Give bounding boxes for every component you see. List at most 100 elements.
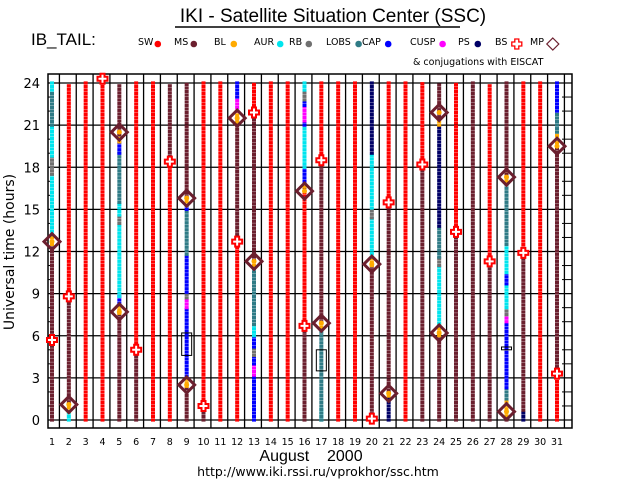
region-dot-sw: [134, 249, 139, 254]
region-dot-aur: [50, 197, 54, 202]
region-dot-sw: [521, 228, 526, 233]
region-dot-ms: [369, 310, 374, 314]
region-dot-sw: [151, 397, 155, 401]
region-dot-sw: [285, 369, 290, 373]
region-dot-sw: [218, 130, 223, 134]
region-dot-ms: [386, 353, 391, 358]
region-dot-sw: [83, 362, 88, 366]
region-dot-sw: [218, 330, 223, 334]
region-dot-sw: [403, 186, 408, 190]
region-dot-sw: [268, 348, 273, 352]
region-dot-ms: [454, 313, 458, 317]
region-dot-cap: [184, 322, 189, 326]
region-dot-ms: [437, 386, 442, 391]
region-dot-sw: [336, 306, 341, 310]
region-dot-ms: [386, 248, 391, 252]
region-dot-sw: [66, 207, 71, 211]
region-dot-sw: [386, 155, 391, 159]
region-dot-sw: [353, 246, 357, 250]
region-dot-sw: [83, 372, 88, 376]
region-dot-cusp: [302, 112, 307, 116]
region-dot-sw: [268, 334, 273, 338]
region-dot-ms: [454, 323, 458, 327]
region-dot-sw: [521, 200, 526, 204]
region-dot-sw: [487, 101, 492, 105]
region-dot-ms: [235, 197, 240, 202]
region-dot-ms: [369, 394, 374, 398]
region-dot-ms: [117, 358, 122, 362]
region-dot-sw: [151, 369, 155, 373]
region-dot-sw: [235, 285, 240, 289]
region-dot-sw: [420, 99, 425, 103]
region-dot-sw: [285, 179, 290, 183]
region-dot-ms: [184, 82, 189, 87]
region-dot-ms: [386, 343, 391, 347]
region-dot-bl: [302, 185, 307, 189]
region-dot-ms: [134, 414, 139, 419]
x-tick-label: 22: [399, 437, 411, 448]
region-dot-sw: [285, 376, 290, 380]
region-dot-lobs: [504, 397, 509, 401]
region-dot-sw: [134, 309, 139, 313]
region-dot-ms: [487, 267, 492, 271]
region-dot-ms: [555, 315, 559, 320]
region-dot-sw: [218, 162, 223, 166]
region-dot-sw: [454, 82, 458, 87]
region-dot-sw: [201, 179, 206, 183]
region-dot-sw: [100, 183, 105, 187]
region-dot-sw: [386, 148, 391, 152]
region-dot-ms: [454, 309, 458, 313]
region-dot-aur: [504, 246, 509, 250]
region-dot-ms: [235, 159, 240, 163]
region-dot-ms: [134, 376, 139, 380]
region-dot-sw: [403, 372, 408, 376]
region-dot-aur: [50, 229, 54, 233]
region-dot-sw: [521, 193, 526, 197]
region-dot-ms: [386, 227, 391, 231]
region-dot-sw: [268, 397, 273, 401]
region-dot-sw: [454, 145, 458, 150]
region-dot-aur: [117, 238, 122, 242]
region-dot-sw: [218, 155, 223, 159]
region-dot-cap: [504, 322, 509, 327]
region-dot-aur: [437, 318, 442, 322]
region-dot-sw: [151, 176, 155, 180]
region-dot-sw: [403, 404, 408, 408]
region-dot-sw: [167, 242, 172, 247]
region-dot-sw: [285, 281, 290, 285]
region-dot-sw: [420, 155, 425, 160]
region-dot-sw: [285, 288, 290, 292]
region-dot-ms: [487, 306, 492, 310]
region-dot-ms: [134, 365, 139, 369]
region-dot-ms: [319, 288, 324, 292]
region-dot-ms: [470, 249, 475, 254]
region-dot-sw: [538, 295, 543, 299]
region-dot-ms: [521, 257, 526, 261]
region-dot-ms: [437, 94, 442, 98]
region-dot-aur: [117, 235, 122, 239]
region-dot-ms: [420, 274, 425, 278]
region-dot-ms: [117, 330, 122, 334]
region-dot-ms: [134, 379, 139, 383]
region-dot-ms: [302, 355, 307, 359]
region-dot-lobs: [437, 244, 442, 249]
region-dot-ms: [386, 360, 391, 365]
region-dot-ms: [555, 221, 559, 225]
region-dot-ms: [470, 351, 475, 355]
region-dot-sw: [83, 376, 88, 380]
region-dot-sw: [268, 102, 273, 106]
region-dot-ms: [184, 404, 189, 408]
region-dot-ms: [369, 275, 374, 279]
region-dot-sw: [83, 267, 88, 271]
region-dot-ms: [521, 268, 526, 272]
region-dot-sw: [268, 277, 273, 282]
region-dot-sw: [201, 158, 206, 162]
region-dot-sw: [100, 144, 105, 148]
region-dot-sw: [218, 200, 223, 204]
region-dot-ms: [184, 96, 189, 101]
region-dot-sw: [285, 102, 290, 106]
legend-label-mp: MP: [530, 37, 544, 48]
region-dot-ps: [437, 207, 442, 211]
region-dot-ms: [555, 168, 559, 172]
region-dot-sw: [83, 179, 88, 183]
